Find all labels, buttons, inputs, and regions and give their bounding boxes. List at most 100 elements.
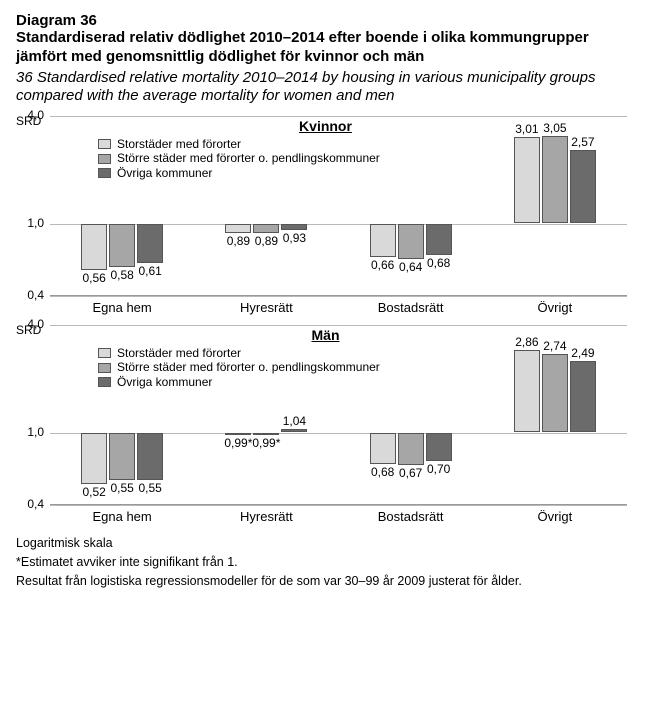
chart-panel: SRDMän4,01,00,40,520,550,550,99*0,99*1,0… [16,325,635,524]
x-label: Bostadsrätt [339,509,483,524]
bar-value-label: 0,61 [138,264,161,278]
y-tick-label: 1,0 [27,425,44,439]
bar-value-label: 0,56 [82,271,105,285]
bar: 0,99* [225,433,251,435]
x-label: Bostadsrätt [339,300,483,315]
bar: 0,55 [137,433,163,480]
bar: 0,70 [426,433,452,461]
x-label: Egna hem [50,509,194,524]
bar: 0,61 [137,224,163,263]
bar: 0,68 [370,433,396,463]
legend-item: Storstäder med förorter [98,137,380,151]
diagram-number: Diagram 36 [16,12,635,29]
bar-value-label: 2,74 [543,339,566,353]
footnotes: Logaritmisk skala *Estimatet avviker int… [16,534,635,590]
bar-value-label: 0,55 [110,481,133,495]
x-label: Övrigt [483,300,627,315]
chart-body: 4,01,00,40,560,580,610,890,890,930,660,6… [50,116,627,296]
y-tick-label: 4,0 [27,317,44,331]
chart-body: 4,01,00,40,520,550,550,99*0,99*1,040,680… [50,325,627,505]
x-label: Övrigt [483,509,627,524]
bar: 0,89 [253,224,279,233]
y-tick-label: 1,0 [27,216,44,230]
legend: Storstäder med förorterStörre städer med… [98,345,380,390]
bar: 2,57 [570,150,596,224]
legend-item: Övriga kommuner [98,375,380,389]
bar-value-label: 0,68 [371,465,394,479]
bar: 3,05 [542,136,568,223]
footnote-scale: Logaritmisk skala [16,534,635,553]
x-label: Hyresrätt [194,509,338,524]
bar-group: 3,013,052,57 [483,116,627,295]
bar-value-label: 0,58 [110,268,133,282]
bar: 0,66 [370,224,396,256]
bar-value-label: 0,99* [224,436,252,450]
bar: 0,58 [109,224,135,267]
title-swedish: Standardiserad relativ dödlighet 2010–20… [16,29,635,67]
bar-value-label: 0,66 [371,258,394,272]
legend-item: Större städer med förorter o. pendlingsk… [98,360,380,374]
legend-swatch [98,168,111,178]
gridline [50,296,627,297]
x-labels: Egna hemHyresrättBostadsrättÖvrigt [50,300,627,315]
gridline [50,505,627,506]
bar: 0,52 [81,433,107,484]
bar: 2,74 [542,354,568,433]
panels-container: SRDKvinnor4,01,00,40,560,580,610,890,890… [16,116,635,524]
bar-value-label: 0,67 [399,466,422,480]
y-tick-label: 0,4 [27,288,44,302]
footnote-model: Resultat från logistiska regressionsmode… [16,572,635,591]
bar-value-label: 0,64 [399,260,422,274]
bar: 3,01 [514,137,540,223]
bar-value-label: 0,52 [82,485,105,499]
x-label: Hyresrätt [194,300,338,315]
y-ticks: 4,01,00,4 [16,325,46,504]
y-tick-label: 0,4 [27,497,44,511]
y-tick-label: 4,0 [27,108,44,122]
bar-value-label: 0,89 [255,234,278,248]
x-label: Egna hem [50,300,194,315]
bar: 0,56 [81,224,107,269]
bar-value-label: 0,89 [227,234,250,248]
legend-item: Övriga kommuner [98,166,380,180]
bar: 0,68 [426,224,452,254]
bar-value-label: 0,68 [427,256,450,270]
bar-value-label: 0,93 [283,231,306,245]
bar: 2,86 [514,350,540,432]
bar-group: 2,862,742,49 [483,325,627,504]
bar-value-label: 2,49 [571,346,594,360]
bar-value-label: 3,01 [515,122,538,136]
legend-label: Större städer med förorter o. pendlingsk… [117,360,380,374]
bar-value-label: 3,05 [543,121,566,135]
legend-item: Storstäder med förorter [98,346,380,360]
bar: 1,04 [281,429,307,432]
bar-value-label: 0,99* [252,436,280,450]
legend-label: Storstäder med förorter [117,137,241,151]
bar: 0,55 [109,433,135,480]
bar: 0,93 [281,224,307,230]
bar: 0,67 [398,433,424,464]
legend: Storstäder med förorterStörre städer med… [98,136,380,181]
chart-panel: SRDKvinnor4,01,00,40,560,580,610,890,890… [16,116,635,315]
bar-value-label: 2,86 [515,335,538,349]
legend-swatch [98,377,111,387]
bar: 2,49 [570,361,596,432]
bar-value-label: 0,55 [138,481,161,495]
heading-block: Diagram 36 Standardiserad relativ dödlig… [16,12,635,106]
legend-label: Större städer med förorter o. pendlingsk… [117,151,380,165]
footnote-significance: *Estimatet avviker inte signifikant från… [16,553,635,572]
x-labels: Egna hemHyresrättBostadsrättÖvrigt [50,509,627,524]
legend-item: Större städer med förorter o. pendlingsk… [98,151,380,165]
bar: 0,99* [253,433,279,435]
legend-swatch [98,139,111,149]
legend-label: Övriga kommuner [117,375,212,389]
bar: 0,64 [398,224,424,259]
bar-value-label: 0,70 [427,462,450,476]
bar: 0,89 [225,224,251,233]
y-ticks: 4,01,00,4 [16,116,46,295]
legend-swatch [98,154,111,164]
bar-value-label: 1,04 [283,414,306,428]
bar-value-label: 2,57 [571,135,594,149]
title-english: 36 Standardised relative mortality 2010–… [16,69,635,107]
legend-swatch [98,363,111,373]
